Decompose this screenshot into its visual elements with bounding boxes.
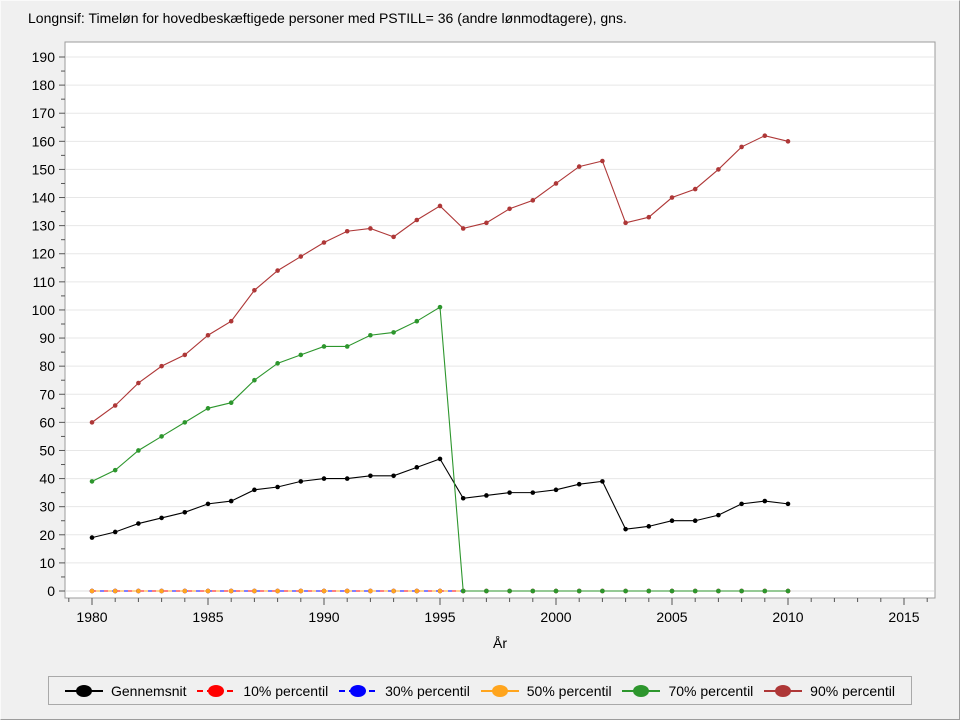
y-tick-label: 180 <box>32 77 56 93</box>
legend-marker-icon <box>197 684 236 697</box>
y-tick-label: 150 <box>32 161 56 177</box>
y-tick-label: 120 <box>32 246 56 262</box>
series-markers <box>89 456 791 540</box>
y-tick-label: 40 <box>39 471 55 487</box>
y-axis: 0 10 20 30 40 50 60 70 80 90 100 110 120 130 140 150 160… <box>32 49 65 599</box>
series-90-percentil <box>89 133 791 425</box>
y-tick-label: 30 <box>39 499 55 515</box>
legend-label: 50% percentil <box>526 682 612 699</box>
plot-area <box>64 41 936 599</box>
y-tick-label: 80 <box>39 358 55 374</box>
legend-item-70-percentil: 70% percentil <box>622 683 753 699</box>
x-tick-label: 2015 <box>888 609 919 625</box>
legend-item-gennemsnit: Gennemsnit <box>65 683 186 699</box>
x-axis-label: År <box>493 635 507 651</box>
y-tick-label: 100 <box>32 302 56 318</box>
legend-item-10-percentil: 10% percentil <box>197 683 328 699</box>
x-tick-label: 2005 <box>656 609 687 625</box>
x-tick-label: 2000 <box>540 609 571 625</box>
legend-label: 70% percentil <box>668 682 754 699</box>
series-markers <box>89 304 791 594</box>
x-tick-label: 1990 <box>308 609 339 625</box>
gridlines <box>66 56 934 592</box>
y-tick-label: 0 <box>47 583 55 599</box>
legend-label: 10% percentil <box>243 682 329 699</box>
y-tick-label: 20 <box>39 527 55 543</box>
x-axis: 1980 1985 1990 1995 2000 2005 2010 2015 <box>68 598 928 625</box>
chart-title: Longnsif: Timeløn for hovedbeskæftigede … <box>28 10 627 26</box>
legend-item-50-percentil: 50% percentil <box>480 682 612 699</box>
y-tick-label: 170 <box>32 105 56 121</box>
chart-legend: Gennemsnit 10% percentil 30% percentil 50% … <box>48 676 912 705</box>
legend-label: 90% percentil <box>810 682 895 699</box>
y-tick-label: 160 <box>32 133 56 149</box>
legend-marker-icon <box>480 684 519 697</box>
legend-marker-icon <box>65 684 103 697</box>
legend-item-90-percentil: 90% percentil <box>764 683 895 699</box>
legend-item-30-percentil: 30% percentil <box>339 683 470 699</box>
x-tick-label: 1995 <box>424 609 455 625</box>
legend-label: 30% percentil <box>385 682 470 699</box>
x-tick-label: 1980 <box>76 609 107 625</box>
legend-marker-icon <box>339 684 378 697</box>
y-tick-label: 50 <box>39 442 55 458</box>
y-tick-label: 140 <box>32 190 56 206</box>
legend-marker-icon <box>622 684 661 697</box>
y-tick-label: 110 <box>33 274 56 290</box>
legend-marker-icon <box>764 684 803 697</box>
chart-svg: 0 10 20 30 40 50 60 70 80 90 100 110 120 130 140 150 160… <box>32 41 936 651</box>
x-tick-label: 2010 <box>772 609 803 625</box>
series-gennemsnit <box>89 456 791 540</box>
series-markers <box>89 133 791 425</box>
legend-label: Gennemsnit <box>111 682 187 699</box>
y-tick-label: 190 <box>32 49 56 65</box>
y-tick-label: 70 <box>39 386 55 402</box>
x-tick-label: 1985 <box>192 609 223 625</box>
y-tick-label: 10 <box>39 555 55 571</box>
series-70-percentil <box>89 304 791 594</box>
y-tick-label: 60 <box>39 414 55 430</box>
y-tick-label: 130 <box>32 218 56 234</box>
y-tick-label: 90 <box>39 330 55 346</box>
